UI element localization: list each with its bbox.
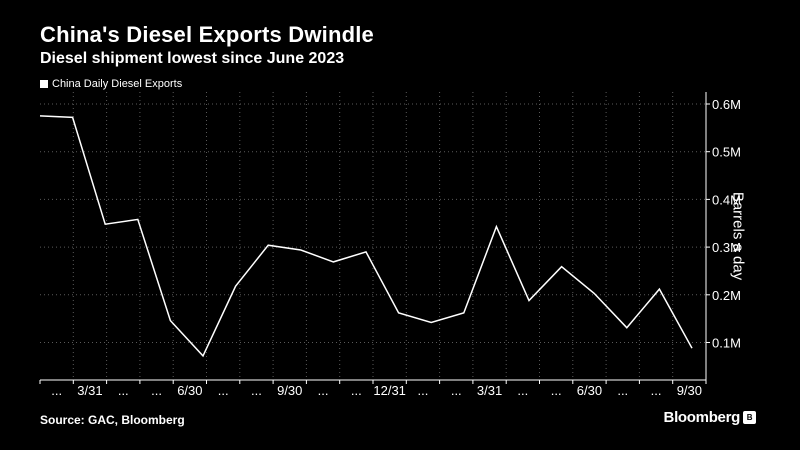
y-tick-label: 0.1M: [712, 336, 741, 351]
x-tick-label: ...: [351, 383, 362, 398]
y-tick-label: 0.3M: [712, 240, 741, 255]
legend-swatch: [40, 80, 48, 88]
series-line-china-daily-diesel-exports: [39, 115, 693, 358]
x-tick-label: 9/30: [677, 383, 702, 398]
legend: China Daily Diesel Exports: [40, 78, 182, 90]
x-tick-label: ...: [418, 383, 429, 398]
x-tick-label: ...: [118, 383, 129, 398]
y-tick-label: 0.2M: [712, 288, 741, 303]
x-tick-label: ...: [251, 383, 262, 398]
brand-name: Bloomberg: [663, 409, 741, 426]
x-tick-label: ...: [651, 383, 662, 398]
y-axis-label: Barrels a day: [729, 191, 747, 281]
bloomberg-logo: Bloomberg B: [664, 409, 756, 426]
x-tick-label: 6/30: [177, 383, 202, 398]
brand-badge-icon: B: [743, 411, 756, 424]
x-tick-label: ...: [451, 383, 462, 398]
x-tick-label: ...: [151, 383, 162, 398]
y-tick-label: 0.4M: [712, 192, 741, 207]
chart-subtitle: Diesel shipment lowest since June 2023: [40, 50, 345, 67]
x-tick-label: 9/30: [277, 383, 302, 398]
chart-title: China's Diesel Exports Dwindle: [40, 22, 374, 47]
source-note: Source: GAC, Bloomberg: [40, 413, 185, 427]
x-tick-label: ...: [218, 383, 229, 398]
x-tick-label: ...: [51, 383, 62, 398]
y-tick-label: 0.6M: [712, 97, 741, 112]
legend-label: China Daily Diesel Exports: [52, 78, 183, 90]
x-tick-label: ...: [551, 383, 562, 398]
y-tick-label: 0.5M: [712, 145, 741, 160]
x-tick-label: 6/30: [577, 383, 602, 398]
x-tick-label: ...: [517, 383, 528, 398]
x-tick-label: ...: [617, 383, 628, 398]
x-tick-label: 3/31: [477, 383, 502, 398]
x-tick-label: 12/31: [373, 383, 406, 398]
x-tick-label: ...: [318, 383, 329, 398]
x-tick-label: 3/31: [77, 383, 102, 398]
